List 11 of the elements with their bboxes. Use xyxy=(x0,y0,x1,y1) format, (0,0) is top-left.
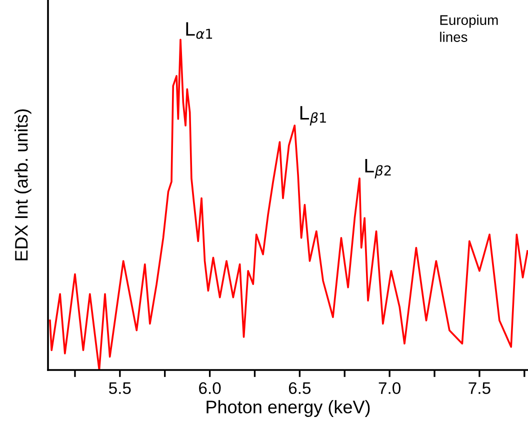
y-axis-title: EDX Int (arb. units) xyxy=(14,109,32,260)
x-tick-label: 7.0 xyxy=(378,382,401,394)
x-tick-label: 5.5 xyxy=(108,382,131,394)
x-tick-label: 6.0 xyxy=(199,382,221,394)
annotation: L$_{β1}$ xyxy=(300,106,326,126)
x-axis-title: Photon energy (keV) xyxy=(206,400,370,417)
x-tick-label: 7.5 xyxy=(468,382,490,394)
x-tick-label: 6.5 xyxy=(288,382,311,394)
annotation: Europium lines xyxy=(440,14,498,42)
annotation: L$_{α1}$ xyxy=(186,22,212,39)
annotation: L$_{β2}$ xyxy=(365,158,391,178)
